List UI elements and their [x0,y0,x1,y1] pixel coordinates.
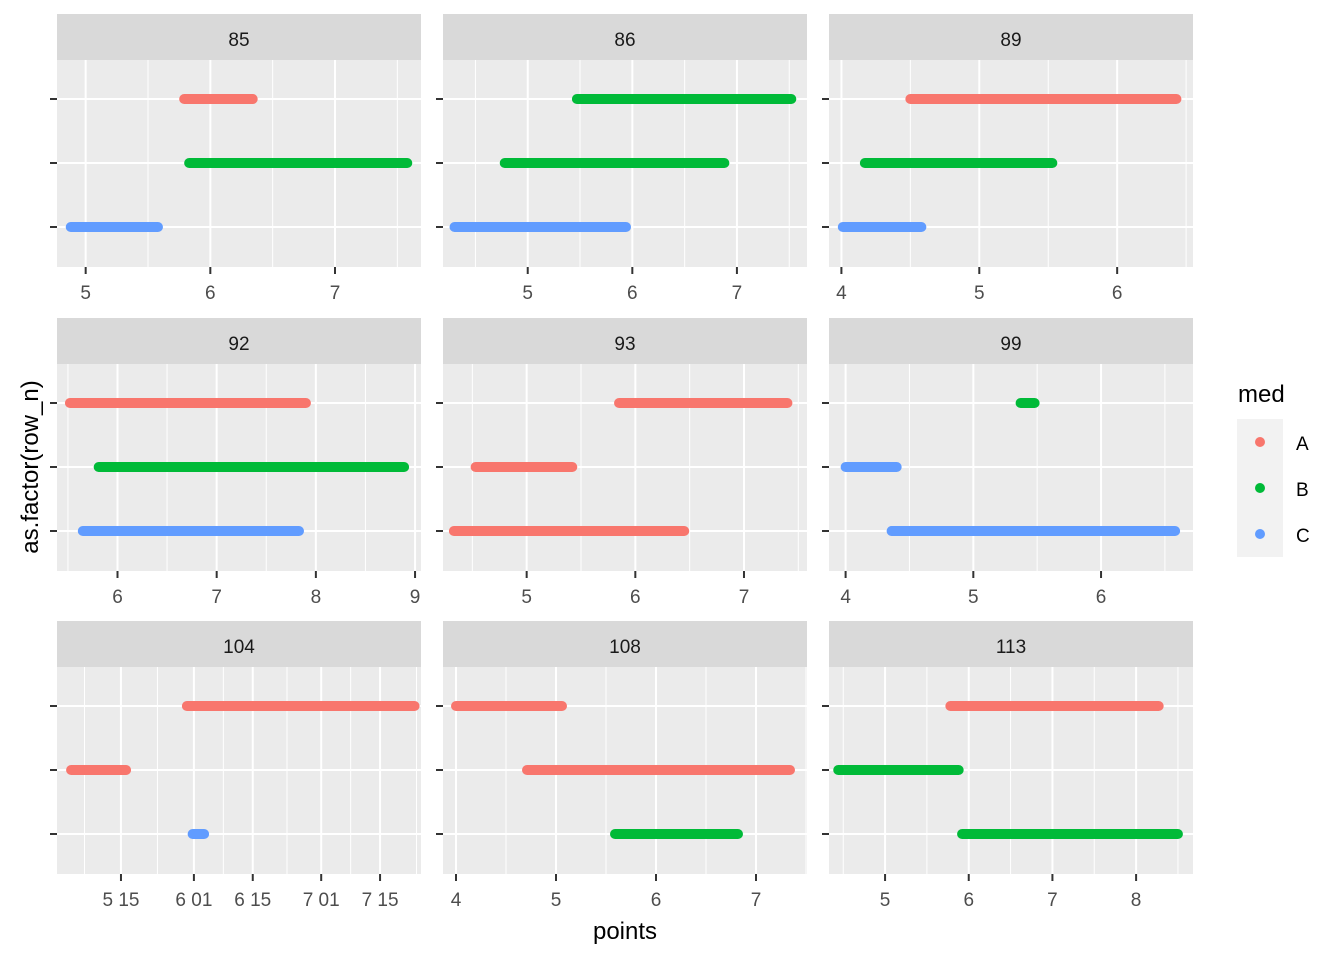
x-tick-label: 6 [205,283,216,304]
x-tick-label: 6 [963,890,974,911]
legend-label: C [1296,526,1310,547]
x-tick-label: 6 [627,283,638,304]
facet-strip [57,621,421,667]
facet-strip-label: 86 [614,30,635,51]
x-tick-label: 7 [330,283,341,304]
x-tick-label: 5 [521,587,532,608]
facet-strip [829,621,1193,667]
facet-strip-label: 92 [228,334,249,355]
facet-89: 89 4 5 6 [822,14,1193,304]
x-tick-label: 5 [974,283,985,304]
x-tick-label: 5 [968,587,979,608]
x-tick-label: 5 15 [102,890,139,911]
facet-92: 92 6 7 8 9 [50,318,421,608]
x-tick-label: 7 [751,890,762,911]
facet-108: 108 4 5 6 7 [436,621,807,911]
x-tick-label: 6 [630,587,641,608]
x-tick-label: 6 [1112,283,1123,304]
facet-strip-label: 99 [1000,334,1021,355]
y-axis-title: as.factor(row_n) [17,380,44,553]
facet-93: 93 5 6 7 [436,318,807,608]
legend: med A B C [1237,381,1310,557]
facet-86: 86 5 6 7 [436,14,807,304]
facet-strip-label: 104 [223,637,255,658]
facet-strip [57,318,421,364]
x-tick-label: 6 [651,890,662,911]
x-tick-label: 7 [211,587,222,608]
x-tick-label: 6 [1096,587,1107,608]
x-tick-label: 9 [410,587,421,608]
x-tick-label: 6 15 [234,890,271,911]
x-tick-label: 5 [880,890,891,911]
x-tick-label: 6 01 [175,890,212,911]
facet-strip-label: 113 [996,637,1026,658]
legend-entries: A B C [1255,434,1310,547]
facet-strip-label: 108 [609,637,641,658]
facet-strip-label: 85 [228,30,249,51]
legend-key-C [1255,529,1265,539]
facet-strip [829,14,1193,60]
facet-strip-label: 89 [1000,30,1021,51]
x-tick-label: 8 [311,587,322,608]
x-tick-label: 4 [451,890,462,911]
legend-key-A [1255,437,1265,447]
facet-strip-label: 93 [614,334,635,355]
x-tick-label: 5 [551,890,562,911]
facet-strip [443,318,807,364]
x-tick-label: 5 [522,283,533,304]
x-tick-label: 6 [112,587,123,608]
legend-label: A [1296,434,1309,455]
x-tick-label: 4 [836,283,847,304]
facet-99: 99 4 5 6 [822,318,1193,608]
x-tick-label: 7 01 [303,890,340,911]
x-tick-label: 4 [840,587,851,608]
legend-title: med [1238,381,1285,408]
x-tick-label: 7 15 [362,890,399,911]
facet-85: 85 5 6 7 [50,14,421,304]
facet-strip [443,621,807,667]
x-tick-label: 7 [1047,890,1058,911]
x-tick-label: 5 [80,283,91,304]
facet-strip [57,14,421,60]
facet-104: 104 5 15 6 01 6 15 7 01 7 15 [50,621,421,911]
facet-strip [829,318,1193,364]
x-tick-label: 7 [739,587,750,608]
x-axis-title: points [593,918,657,945]
facet-113: 113 5 6 7 8 [822,621,1193,911]
legend-label: B [1296,480,1309,501]
legend-key-B [1255,483,1265,493]
facet-strip [443,14,807,60]
x-tick-label: 8 [1131,890,1142,911]
x-tick-label: 7 [732,283,743,304]
